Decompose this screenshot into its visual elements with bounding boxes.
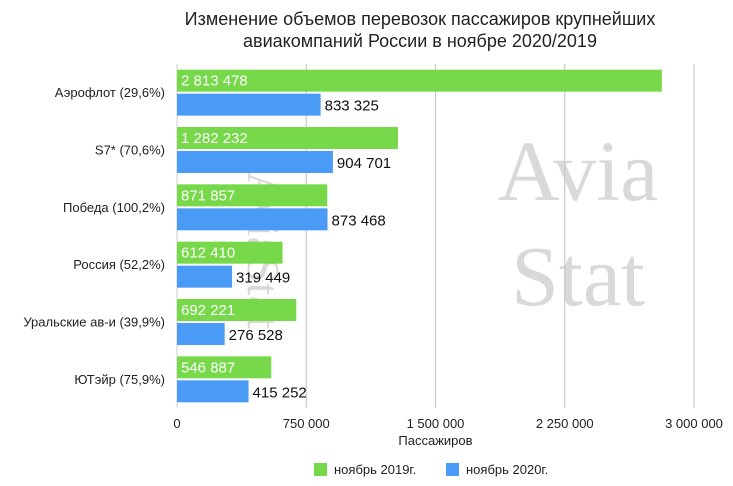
- data-label: 276 528: [229, 327, 283, 344]
- bar: [177, 299, 297, 321]
- category-label: ЮТэйр (75,9%): [74, 372, 165, 387]
- chart-title: Изменение объемов перевозок пассажиров к…: [120, 8, 720, 52]
- legend-swatch: [446, 463, 459, 476]
- category-label: Аэрофлот (29,6%): [55, 85, 165, 100]
- data-label: 871 857: [181, 187, 235, 204]
- bar: [177, 93, 321, 116]
- data-label: 2 813 478: [181, 73, 248, 90]
- data-label: 873 468: [332, 212, 386, 229]
- data-label: 319 449: [236, 270, 290, 287]
- data-label: 1 282 232: [181, 130, 248, 147]
- bar: [177, 241, 283, 264]
- x-tick-label: 1 500 000: [407, 416, 465, 431]
- category-label: Россия (52,2%): [73, 257, 165, 272]
- watermark-text: Avia: [498, 123, 659, 219]
- category-label: S7* (70,6%): [95, 143, 165, 158]
- watermark-text: Stat: [511, 228, 645, 324]
- bar: [177, 151, 333, 173]
- x-tick-label: 0: [173, 416, 180, 431]
- chart-title-line-1: Изменение объемов перевозок пассажиров к…: [184, 9, 656, 29]
- legend-swatch: [314, 463, 327, 476]
- x-tick-label: 2 250 000: [536, 416, 594, 431]
- bar: [177, 127, 398, 149]
- data-label: 904 701: [337, 155, 391, 172]
- bar: [177, 208, 328, 231]
- category-label: Уральские ав-и (39,9%): [23, 315, 165, 330]
- chart-title-line-2: авиакомпаний России в ноябре 2020/2019: [243, 31, 597, 51]
- data-label: 612 410: [181, 245, 235, 262]
- data-label: 546 887: [181, 359, 235, 376]
- bar: [177, 265, 233, 288]
- data-label: 833 325: [325, 98, 379, 115]
- x-tick-label: 750 000: [283, 416, 330, 431]
- data-label: 415 252: [253, 384, 307, 401]
- x-axis-label: Пассажиров: [398, 433, 472, 448]
- category-label: Победа (100,2%): [63, 200, 165, 215]
- data-label: 692 221: [181, 302, 235, 319]
- legend-label: ноябрь 2020г.: [466, 462, 548, 477]
- bar: [177, 380, 249, 403]
- bar: [177, 184, 328, 207]
- bar: [177, 323, 225, 345]
- x-tick-label: 3 000 000: [665, 416, 723, 431]
- bar: [177, 356, 272, 379]
- legend-label: ноябрь 2019г.: [334, 462, 416, 477]
- bar: [177, 69, 662, 92]
